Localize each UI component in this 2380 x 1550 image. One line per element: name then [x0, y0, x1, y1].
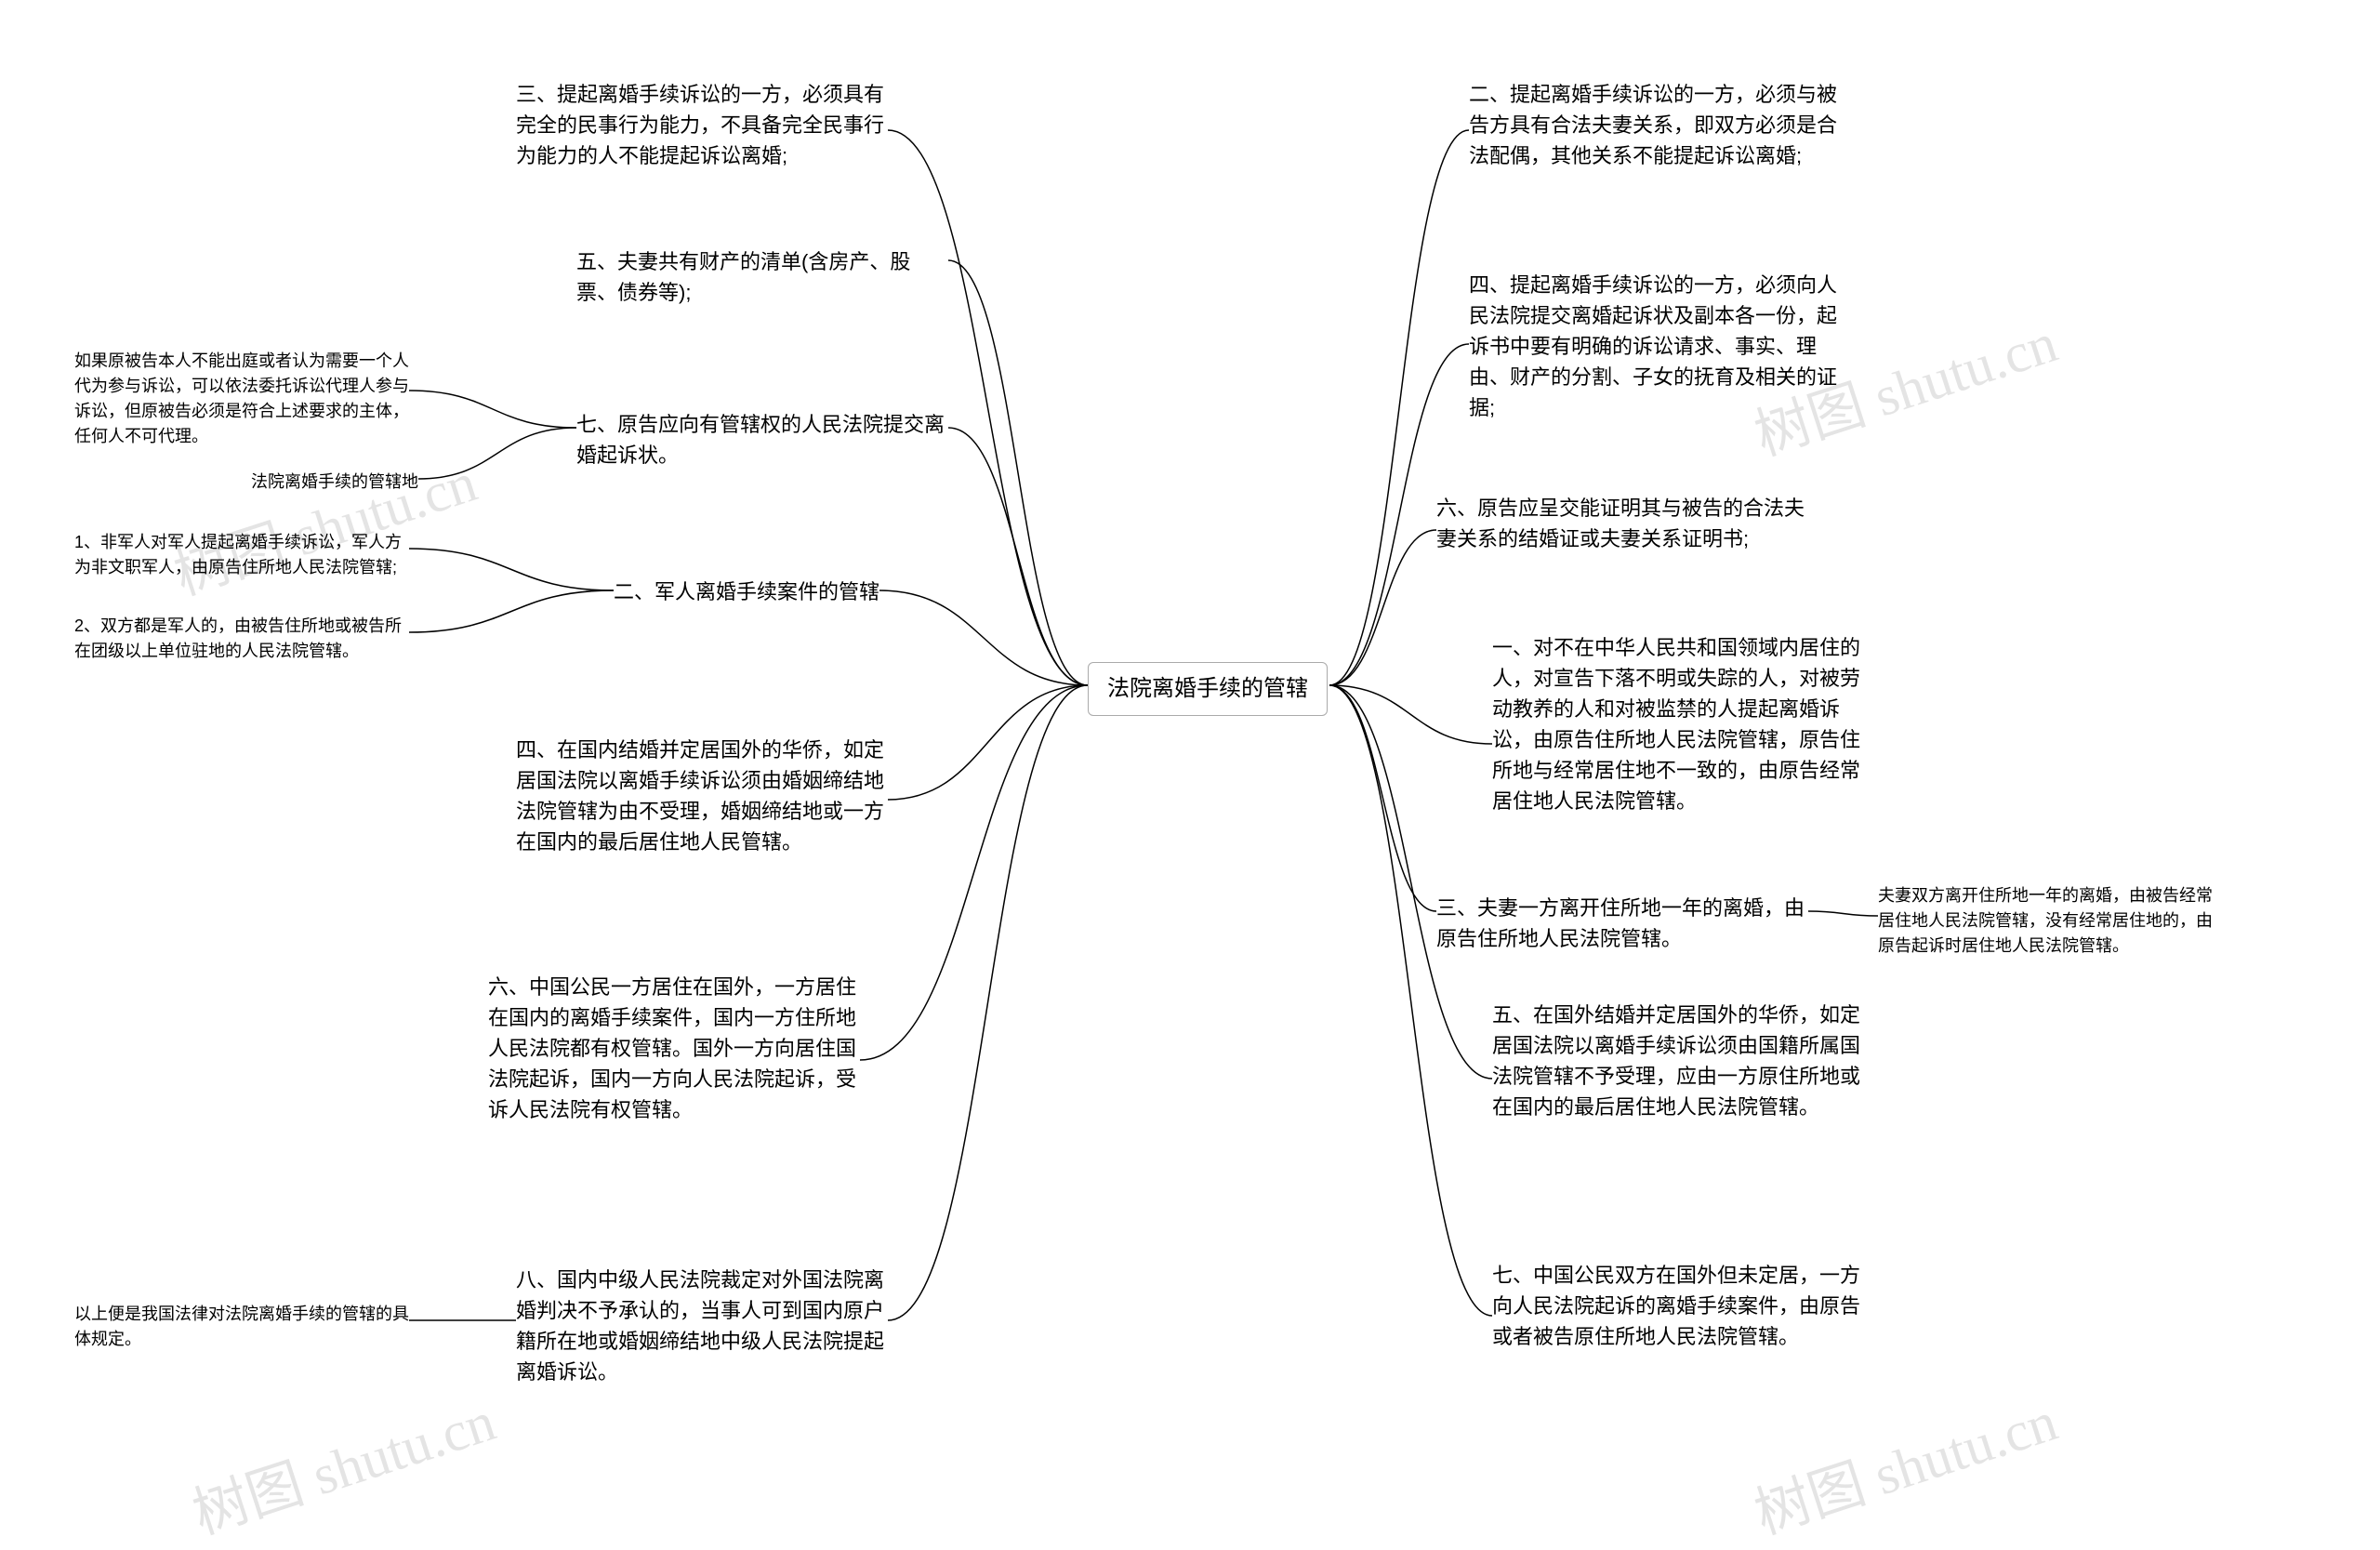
branch-L3: 七、原告应向有管辖权的人民法院提交离婚起诉状。 — [576, 409, 948, 470]
sub-L3a: 如果原被告本人不能出庭或者认为需要一个人代为参与诉讼，可以依法委托诉讼代理人参与… — [74, 349, 409, 449]
center-node: 法院离婚手续的管辖 — [1088, 662, 1328, 716]
sub-R5a: 夫妻双方离开住所地一年的离婚，由被告经常居住地人民法院管辖，没有经常居住地的，由… — [1878, 883, 2213, 959]
branch-L4: 二、军人离婚手续案件的管辖 — [614, 576, 879, 607]
branch-L1: 三、提起离婚手续诉讼的一方，必须具有完全的民事行为能力，不具备完全民事行为能力的… — [516, 79, 888, 171]
watermark-2: 树图 shutu.cn — [181, 1376, 504, 1550]
branch-R2: 四、提起离婚手续诉讼的一方，必须向人民法院提交离婚起诉状及副本各一份，起诉书中要… — [1469, 270, 1841, 423]
branch-R6: 五、在国外结婚并定居国外的华侨，如定居国法院以离婚手续诉讼须由国籍所属国法院管辖… — [1492, 1000, 1864, 1122]
branch-R5: 三、夫妻一方离开住所地一年的离婚，由原告住所地人民法院管辖。 — [1436, 893, 1808, 954]
sub-L4b: 2、双方都是军人的，由被告住所地或被告所在团级以上单位驻地的人民法院管辖。 — [74, 614, 409, 664]
branch-L2: 五、夫妻共有财产的清单(含房产、股票、债券等); — [576, 246, 948, 308]
connector-layer — [0, 0, 2380, 1530]
sub-L7a: 以上便是我国法律对法院离婚手续的管辖的具体规定。 — [74, 1302, 409, 1352]
watermark-0: 树图 shutu.cn — [163, 437, 485, 611]
branch-R7: 七、中国公民双方在国外但未定居，一方向人民法院起诉的离婚手续案件，由原告或者被告… — [1492, 1260, 1864, 1352]
branch-L6: 六、中国公民一方居住在国外，一方居住在国内的离婚手续案件，国内一方住所地人民法院… — [488, 972, 860, 1125]
branch-L5: 四、在国内结婚并定居国外的华侨，如定居国法院以离婚手续诉讼须由婚姻缔结地法院管辖… — [516, 735, 888, 857]
branch-R1: 二、提起离婚手续诉讼的一方，必须与被告方具有合法夫妻关系，即双方必须是合法配偶，… — [1469, 79, 1841, 171]
branch-L7: 八、国内中级人民法院裁定对外国法院离婚判决不予承认的，当事人可到国内原户籍所在地… — [516, 1265, 888, 1387]
branch-R4: 一、对不在中华人民共和国领域内居住的人，对宣告下落不明或失踪的人，对被劳动教养的… — [1492, 632, 1864, 816]
sub-L4a: 1、非军人对军人提起离婚手续诉讼，军人方为非文职军人，由原告住所地人民法院管辖; — [74, 530, 409, 580]
sub-L3b: 法院离婚手续的管辖地 — [251, 470, 418, 495]
watermark-3: 树图 shutu.cn — [1743, 1376, 2066, 1550]
branch-R3: 六、原告应呈交能证明其与被告的合法夫妻关系的结婚证或夫妻关系证明书; — [1436, 493, 1808, 554]
